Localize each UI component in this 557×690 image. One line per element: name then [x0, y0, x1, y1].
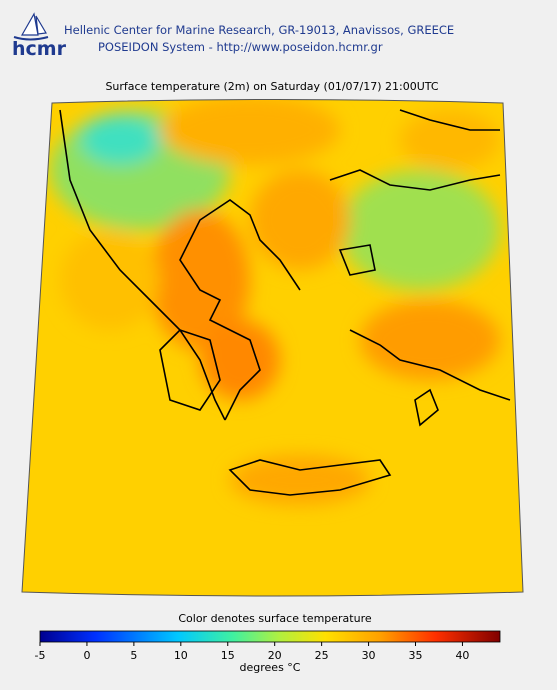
tick-label: 15: [221, 649, 235, 662]
tick-label: 25: [315, 649, 329, 662]
tick-label: 20: [268, 649, 282, 662]
tick-label: 10: [174, 649, 188, 662]
map-frame: [21, 99, 524, 597]
tick-label: 30: [362, 649, 376, 662]
colorbar-units: degrees °C: [240, 661, 301, 674]
header-line: POSEIDON System - http://www.poseidon.hc…: [98, 40, 383, 54]
colorbar: [39, 630, 501, 643]
logo: hcmr: [12, 12, 67, 60]
tick-label: 35: [409, 649, 423, 662]
coastline: [59, 109, 511, 496]
tick-label: 40: [455, 649, 469, 662]
map-title: Surface temperature (2m) on Saturday (01…: [105, 80, 438, 93]
map: [22, 99, 523, 596]
logo-text: hcmr: [12, 38, 67, 60]
tick-label: -5: [35, 649, 46, 662]
colorbar-label: Color denotes surface temperature: [178, 612, 372, 625]
tick-label: 0: [83, 649, 90, 662]
header-line: Hellenic Center for Marine Research, GR-…: [64, 23, 454, 37]
tick-label: 5: [130, 649, 137, 662]
